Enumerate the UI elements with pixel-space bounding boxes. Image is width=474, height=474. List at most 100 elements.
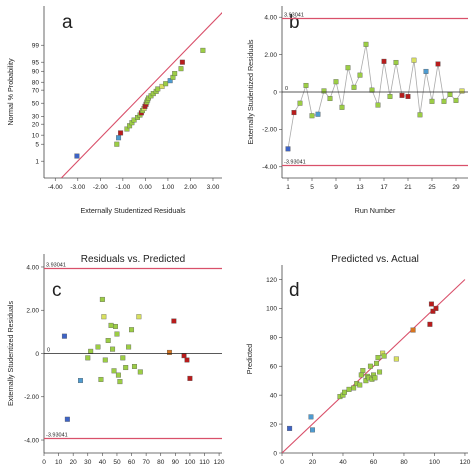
chart-title: Predicted vs. Actual — [331, 254, 419, 265]
y-tick-label: -4.00 — [24, 437, 39, 444]
data-point — [126, 344, 132, 350]
x-axis-label: Externally Studentized Residuals — [80, 206, 185, 215]
data-point — [417, 112, 423, 118]
x-tick-label: 60 — [128, 459, 136, 466]
data-point — [357, 72, 363, 78]
data-point — [108, 322, 114, 328]
panel-a: -4.00 -3.00 -2.00 -1.00 0.00 1.00 2.00 3.00 1 5 10… — [6, 6, 222, 215]
data-point — [435, 61, 441, 67]
data-point — [374, 360, 379, 366]
y-tick-label: 80 — [270, 335, 278, 342]
data-point — [375, 102, 381, 108]
x-tick-label: -2.00 — [93, 184, 108, 191]
data-point — [200, 47, 206, 53]
data-point — [387, 94, 393, 99]
data-point — [303, 82, 309, 88]
data-point — [315, 111, 321, 117]
panel-label: a — [62, 12, 73, 33]
data-point — [131, 117, 137, 123]
y-tick-label: 50 — [32, 101, 40, 108]
x-tick-label: 1.00 — [162, 184, 175, 191]
y-axis-label: Externally Studentized Residuals — [246, 39, 255, 144]
panel-label: d — [289, 280, 300, 301]
data-point — [360, 368, 366, 374]
data-point — [433, 305, 439, 311]
data-point — [411, 57, 417, 63]
data-point — [321, 88, 327, 94]
data-point — [377, 369, 383, 375]
data-point — [172, 71, 178, 77]
data-point — [181, 353, 187, 359]
data-point — [453, 97, 459, 103]
upper-limit-label: 3.93041 — [46, 262, 66, 268]
x-tick-label: 100 — [429, 459, 440, 466]
x-tick-label: 29 — [452, 184, 460, 191]
x-tick-label: 2.00 — [184, 184, 197, 191]
data-point — [110, 346, 116, 352]
y-tick-label: 70 — [32, 87, 40, 94]
data-point — [187, 375, 193, 381]
panel-label: b — [289, 12, 300, 33]
x-axis-label: Run Number — [355, 206, 396, 215]
data-point — [447, 91, 453, 97]
data-point — [98, 376, 104, 382]
data-point — [129, 327, 135, 333]
x-tick-label: 80 — [157, 459, 165, 466]
x-tick-label: 100 — [184, 459, 195, 466]
y-tick-label: 120 — [266, 277, 277, 284]
data-point — [430, 308, 436, 314]
data-point — [346, 386, 352, 392]
plot-area — [282, 279, 466, 453]
panel-d: 0 20 40 60 80 100 120 0 20 40 60 80 100 120 Predicted P… — [245, 254, 471, 466]
data-point — [131, 364, 137, 369]
data-point — [102, 357, 108, 363]
data-point — [167, 349, 172, 355]
y-tick-label: 40 — [270, 392, 278, 399]
series-line — [287, 44, 463, 149]
y-tick-label: 99 — [32, 43, 40, 50]
x-tick-label: 5 — [310, 184, 314, 191]
data-point — [381, 353, 387, 359]
x-tick-label: 10 — [55, 459, 63, 466]
data-point — [333, 79, 339, 85]
panel-b: 1 5 9 13 17 21 25 29 -4.00 -2.00 0 2.00 4.00 Run Numb… — [246, 6, 468, 215]
data-point — [85, 355, 91, 361]
data-point — [117, 379, 123, 385]
data-point — [287, 425, 293, 431]
data-point — [155, 86, 161, 92]
data-point — [113, 323, 118, 329]
x-tick-label: 17 — [380, 184, 388, 191]
data-point — [351, 84, 357, 90]
data-point — [114, 141, 120, 147]
data-point — [423, 68, 429, 74]
x-tick-label: 40 — [99, 459, 107, 466]
data-point — [345, 65, 351, 71]
x-tick-label: -4.00 — [48, 184, 63, 191]
y-tick-label: 90 — [32, 69, 40, 76]
x-tick-label: 1 — [286, 184, 290, 191]
data-point — [99, 296, 105, 302]
data-point — [167, 78, 173, 84]
data-point — [78, 378, 83, 384]
data-point — [88, 348, 94, 354]
data-point — [357, 382, 363, 388]
y-tick-label: 10 — [32, 132, 40, 139]
data-point — [367, 363, 373, 369]
x-tick-label: 20 — [309, 459, 317, 466]
data-point — [393, 59, 399, 65]
y-tick-label: 2.00 — [264, 52, 277, 59]
x-tick-label: 80 — [400, 459, 408, 466]
y-tick-label: 95 — [32, 60, 40, 67]
y-tick-label: 0 — [35, 351, 39, 358]
data-point — [297, 100, 303, 106]
x-tick-label: 50 — [113, 459, 121, 466]
data-point — [285, 146, 291, 152]
data-point — [114, 331, 120, 337]
data-point — [308, 414, 314, 420]
x-tick-label: 21 — [404, 184, 412, 191]
data-point — [375, 355, 381, 361]
data-point — [163, 81, 169, 87]
x-tick-label: 0.00 — [139, 184, 152, 191]
x-tick-label: 25 — [428, 184, 436, 191]
